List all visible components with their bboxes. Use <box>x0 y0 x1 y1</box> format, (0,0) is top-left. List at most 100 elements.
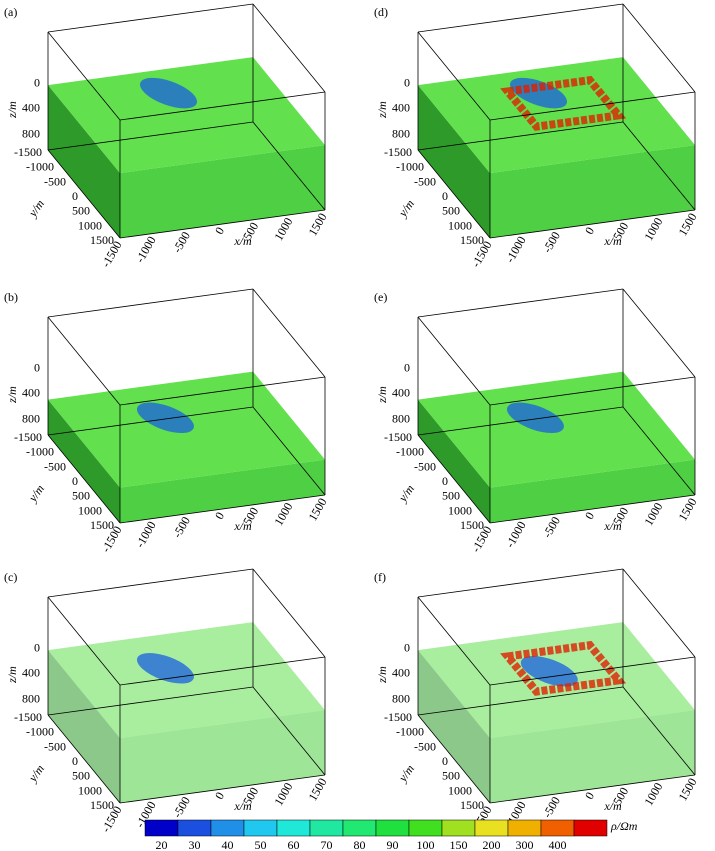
y-axis-label: y/m <box>25 482 47 505</box>
x-tick-label: 0 <box>582 510 597 522</box>
y-tick-label: 1500 <box>90 233 114 247</box>
x-tick-label: -500 <box>540 229 563 255</box>
colorbar-segment <box>507 819 542 837</box>
panel-label: (d) <box>374 5 388 19</box>
x-tick-label: 1000 <box>271 215 295 243</box>
box-edge <box>489 656 696 686</box>
z-tick-label: 800 <box>22 411 40 425</box>
x-axis-label: x/m <box>603 799 622 813</box>
y-tick-label: -1500 <box>384 430 412 444</box>
y-tick-label: -1000 <box>26 445 54 459</box>
x-tick-label: 1500 <box>305 496 329 524</box>
box-edge <box>622 568 696 658</box>
y-axis-label: y/m <box>25 197 47 220</box>
box-edge <box>47 434 121 524</box>
z-tick-label: 400 <box>22 386 40 400</box>
box-edge <box>47 686 254 716</box>
box-edge <box>119 494 326 524</box>
block-left-face <box>48 650 120 803</box>
colorbar-tick-label: 300 <box>516 838 534 851</box>
y-tick-label: 1500 <box>460 518 484 532</box>
box-edge <box>47 31 121 121</box>
block-top-face <box>48 57 325 174</box>
x-tick-label: -1000 <box>503 234 529 265</box>
y-tick-label: 1500 <box>90 798 114 812</box>
y-tick-label: -1500 <box>14 710 42 724</box>
y-tick-label: -500 <box>44 739 66 753</box>
x-tick-label: -1000 <box>503 519 529 550</box>
block-front-face <box>490 710 695 803</box>
box-edge <box>622 3 696 93</box>
y-tick-label: -1500 <box>14 430 42 444</box>
colorbar-segment <box>408 819 443 837</box>
z-axis-label: z/m <box>5 386 19 404</box>
box-edge <box>47 316 121 406</box>
block-top-face <box>418 57 695 174</box>
colorbar-tick-label: 200 <box>483 838 501 851</box>
x-tick-label: -500 <box>170 794 193 820</box>
z-tick-label: 400 <box>392 666 410 680</box>
x-tick-label: 1000 <box>271 500 295 528</box>
x-tick-label: 1000 <box>641 500 665 528</box>
block-front-face <box>120 710 325 803</box>
colorbar-segment <box>243 819 278 837</box>
x-axis-label: x/m <box>233 799 252 813</box>
x-tick-label: -1000 <box>133 519 159 550</box>
x-tick-label: 1000 <box>641 780 665 808</box>
y-tick-label: 1500 <box>90 518 114 532</box>
x-axis-label: x/m <box>233 234 252 248</box>
low-resistivity-body <box>136 653 194 684</box>
panel: (f)0400800z/m-1500-1000-500050010001500y… <box>374 568 700 835</box>
y-tick-label: 500 <box>72 204 90 218</box>
panel: (a)0400800z/m-1500-1000-500050010001500y… <box>4 3 330 270</box>
panel-label: (c) <box>4 570 17 584</box>
y-axis-label: y/m <box>395 197 417 220</box>
box-edge <box>252 121 326 211</box>
box-edge <box>417 434 491 524</box>
y-tick-label: -500 <box>44 459 66 473</box>
box-edge <box>252 568 326 658</box>
z-tick-label: 0 <box>404 76 410 90</box>
box-edge <box>417 149 491 239</box>
box-edge <box>119 376 326 406</box>
z-tick-label: 800 <box>22 126 40 140</box>
box-edge <box>119 656 326 686</box>
y-tick-label: 500 <box>442 489 460 503</box>
z-tick-label: 400 <box>392 101 410 115</box>
x-tick-label: -500 <box>170 229 193 255</box>
x-tick-label: 1500 <box>675 211 699 239</box>
z-tick-label: 0 <box>34 361 40 375</box>
box-edge <box>622 288 696 378</box>
z-axis-label: z/m <box>375 386 389 404</box>
y-tick-label: -1000 <box>26 160 54 174</box>
block-left-face <box>418 399 490 523</box>
x-tick-label: 0 <box>212 510 227 522</box>
block-front-face <box>490 459 695 523</box>
box-edge <box>47 121 254 151</box>
panel: (d)0400800z/m-1500-1000-500050010001500y… <box>374 3 700 270</box>
y-tick-label: 1500 <box>460 798 484 812</box>
y-tick-label: 0 <box>72 474 78 488</box>
colorbar-tick-label: 90 <box>387 838 399 851</box>
colorbar-segment <box>573 819 608 837</box>
colorbar-segment <box>144 819 179 837</box>
box-edge <box>489 774 696 804</box>
box-edge <box>47 149 121 239</box>
low-resistivity-body <box>136 402 194 434</box>
box-edge <box>47 596 121 686</box>
y-tick-label: 500 <box>442 204 460 218</box>
x-axis-label: x/m <box>603 519 622 533</box>
box-edge <box>622 121 696 211</box>
block-front-face <box>120 459 325 523</box>
z-tick-label: 400 <box>22 101 40 115</box>
box-edge <box>417 31 491 121</box>
colorbar-tick-label: 80 <box>354 838 366 851</box>
box-edge <box>252 406 326 496</box>
y-tick-label: -1000 <box>396 445 424 459</box>
z-tick-label: 0 <box>34 641 40 655</box>
x-axis-label: x/m <box>233 519 252 533</box>
box-edge <box>417 288 624 318</box>
box-edge <box>622 406 696 496</box>
colorbar-tick-label: 70 <box>321 838 333 851</box>
y-tick-label: 1000 <box>448 503 472 517</box>
